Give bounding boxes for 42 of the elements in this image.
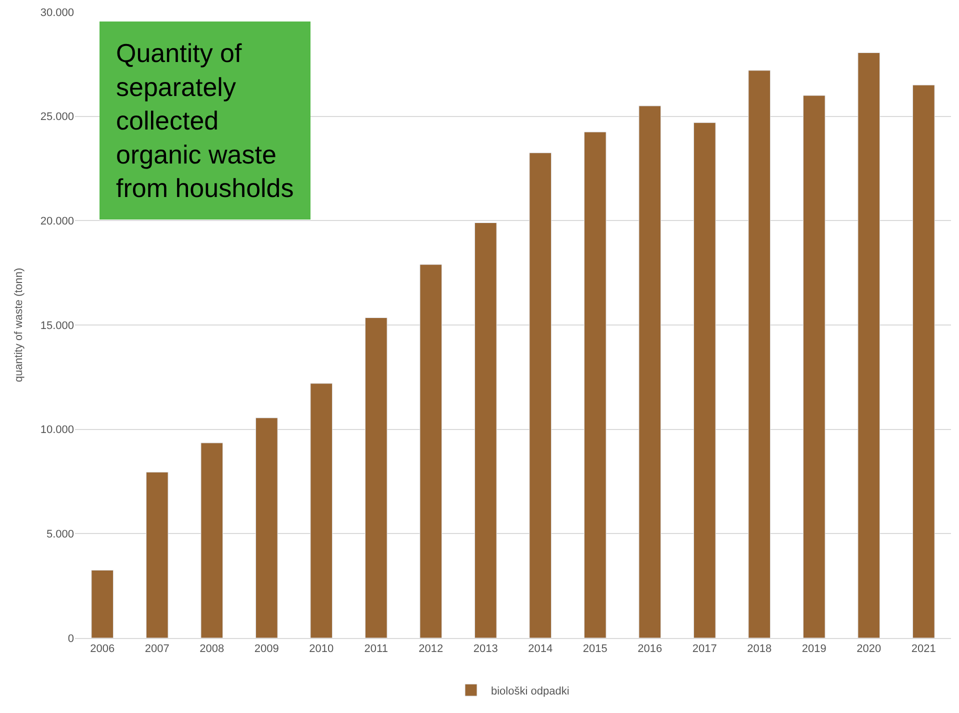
x-tick-label: 2020 (856, 643, 882, 656)
y-tick-label: 20.000 (40, 216, 74, 228)
x-tick-label: 2016 (638, 643, 662, 656)
bar (310, 383, 333, 638)
x-tick-label: 2021 (911, 643, 936, 656)
bar (802, 95, 826, 638)
bar (638, 106, 662, 638)
x-tick-label: 2006 (90, 643, 115, 656)
legend-label: biološki odpadki (491, 685, 570, 698)
y-axis-title: quantity of waste (tonn) (12, 268, 25, 382)
bar (474, 222, 497, 638)
x-tick-label: 2018 (747, 643, 772, 656)
bar (420, 264, 442, 638)
bar (693, 122, 716, 638)
x-tick-label: 2008 (200, 643, 224, 656)
y-tick-label: 0 (68, 632, 74, 645)
text: Quantity of separately collected organic waste from housholds (116, 38, 294, 204)
y-tick-label: 5.000 (46, 528, 74, 541)
bar (200, 442, 224, 638)
x-tick-label: 2019 (802, 643, 826, 656)
x-tick-label: 2012 (418, 643, 444, 656)
bar (146, 472, 168, 638)
bar (364, 317, 388, 638)
x-tick-label: 2010 (309, 643, 334, 656)
x-tick-label: 2007 (144, 643, 170, 656)
x-tick-label: 2011 (364, 643, 388, 656)
x-tick-label: 2017 (692, 643, 717, 656)
bar (748, 70, 771, 638)
bar (584, 132, 606, 638)
bar (858, 52, 880, 638)
bar (91, 570, 114, 638)
x-tick-label: 2014 (528, 643, 553, 656)
x-tick-label: 2015 (582, 643, 608, 656)
x-tick-label: 2009 (254, 643, 279, 656)
y-tick-label: 25.000 (40, 111, 74, 124)
bar (529, 152, 552, 638)
y-tick-label: 15.000 (40, 320, 74, 332)
bar (255, 418, 278, 638)
y-tick-label: 10.000 (40, 424, 74, 436)
x-tick-label: 2013 (473, 643, 498, 656)
bar (912, 84, 935, 638)
y-tick-label: 30.000 (40, 6, 74, 19)
